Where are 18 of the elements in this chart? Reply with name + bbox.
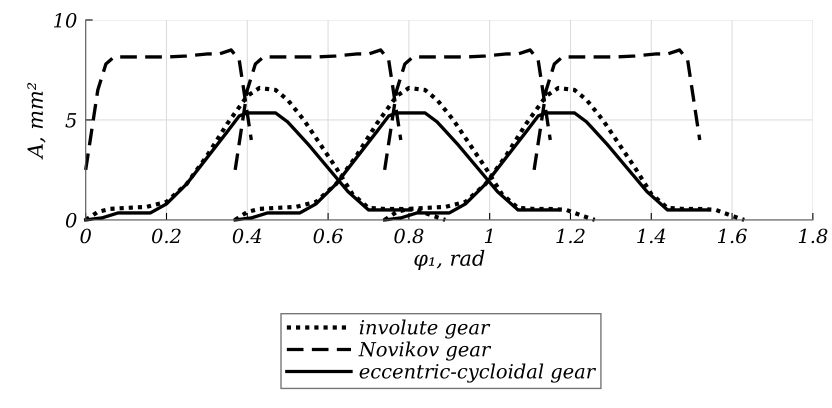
x-tick-label: 1.2 [556, 228, 585, 244]
x-tick-label: 0.8 [394, 228, 424, 244]
x-tick-label: 0.4 [232, 228, 262, 244]
legend-label: involute gear [360, 320, 490, 339]
y-tick-label: 10 [54, 12, 76, 28]
legend-label: eccentric-cycloidal gear [360, 364, 596, 383]
y-tick-label: 0 [66, 212, 76, 228]
x-tick-label: 0.2 [152, 228, 181, 244]
x-tick-label: 1 [484, 228, 492, 244]
x-tick-label: 1.8 [798, 228, 828, 244]
y-tick-label: 5 [65, 113, 76, 128]
x-tick-label: 0 [80, 228, 91, 244]
legend-label: Novikov gear [358, 342, 492, 361]
x-tick-label: 1.6 [718, 228, 747, 244]
x-tick-label: 1.4 [637, 228, 666, 244]
x-axis-title: φ₁, rad [414, 250, 484, 270]
y-axis-title: A, mm² [27, 82, 46, 160]
x-tick-label: 0.6 [314, 228, 343, 244]
